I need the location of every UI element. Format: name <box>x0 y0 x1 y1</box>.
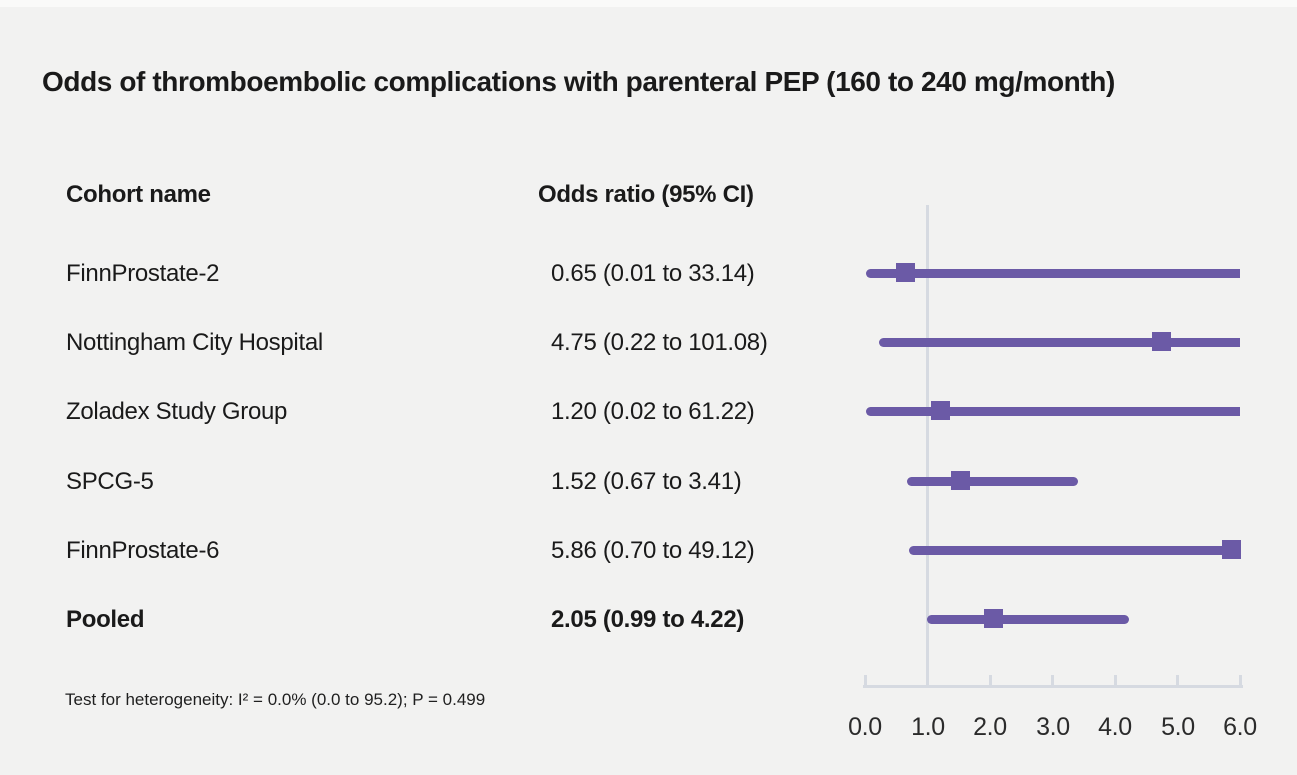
x-axis-tick <box>864 675 867 688</box>
odds-ratio-label: 0.65 (0.01 to 33.14) <box>551 260 755 287</box>
cohort-label: FinnProstate-2 <box>66 260 220 287</box>
cohort-label: Zoladex Study Group <box>66 398 288 425</box>
column-header-cohort: Cohort name <box>66 181 211 208</box>
odds-ratio-label: 4.75 (0.22 to 101.08) <box>551 329 768 356</box>
ci-line <box>879 338 1240 347</box>
x-axis-tick-label: 4.0 <box>1098 713 1132 741</box>
x-axis-tick-label: 0.0 <box>848 713 882 741</box>
x-axis-tick <box>926 675 929 688</box>
x-axis-tick-label: 6.0 <box>1223 713 1257 741</box>
odds-ratio-label: 1.52 (0.67 to 3.41) <box>551 468 742 495</box>
page-title: Odds of thromboembolic complications wit… <box>42 66 1115 97</box>
column-header-odds-ratio: Odds ratio (95% CI) <box>538 181 754 208</box>
odds-ratio-marker <box>1152 332 1171 351</box>
heterogeneity-footnote: Test for heterogeneity: I² = 0.0% (0.0 t… <box>65 690 486 709</box>
ci-line <box>907 477 1078 486</box>
odds-ratio-marker <box>931 401 950 420</box>
ci-line <box>866 269 1240 278</box>
top-edge-strip <box>0 0 1297 7</box>
x-axis-tick <box>1114 675 1117 688</box>
cohort-label: SPCG-5 <box>66 468 154 495</box>
cohort-label: FinnProstate-6 <box>66 537 220 564</box>
odds-ratio-marker <box>951 471 970 490</box>
x-axis-tick-label: 1.0 <box>911 713 945 741</box>
odds-ratio-label: 5.86 (0.70 to 49.12) <box>551 537 755 564</box>
odds-ratio-label: 2.05 (0.99 to 4.22) <box>551 606 745 633</box>
ci-line <box>909 546 1240 555</box>
cohort-label: Pooled <box>66 606 145 633</box>
x-axis-tick <box>1051 675 1054 688</box>
odds-ratio-marker <box>896 263 915 282</box>
odds-ratio-marker <box>1222 540 1241 559</box>
reference-line <box>926 205 929 687</box>
ci-line <box>927 615 1129 624</box>
ci-line <box>866 407 1240 416</box>
cohort-label: Nottingham City Hospital <box>66 329 323 356</box>
x-axis-tick-label: 3.0 <box>1036 713 1070 741</box>
x-axis-tick-label: 5.0 <box>1161 713 1195 741</box>
x-axis-tick <box>989 675 992 688</box>
x-axis-tick <box>1176 675 1179 688</box>
odds-ratio-marker <box>984 609 1003 628</box>
x-axis-tick-label: 2.0 <box>973 713 1007 741</box>
odds-ratio-label: 1.20 (0.02 to 61.22) <box>551 398 755 425</box>
x-axis-tick <box>1239 675 1242 688</box>
